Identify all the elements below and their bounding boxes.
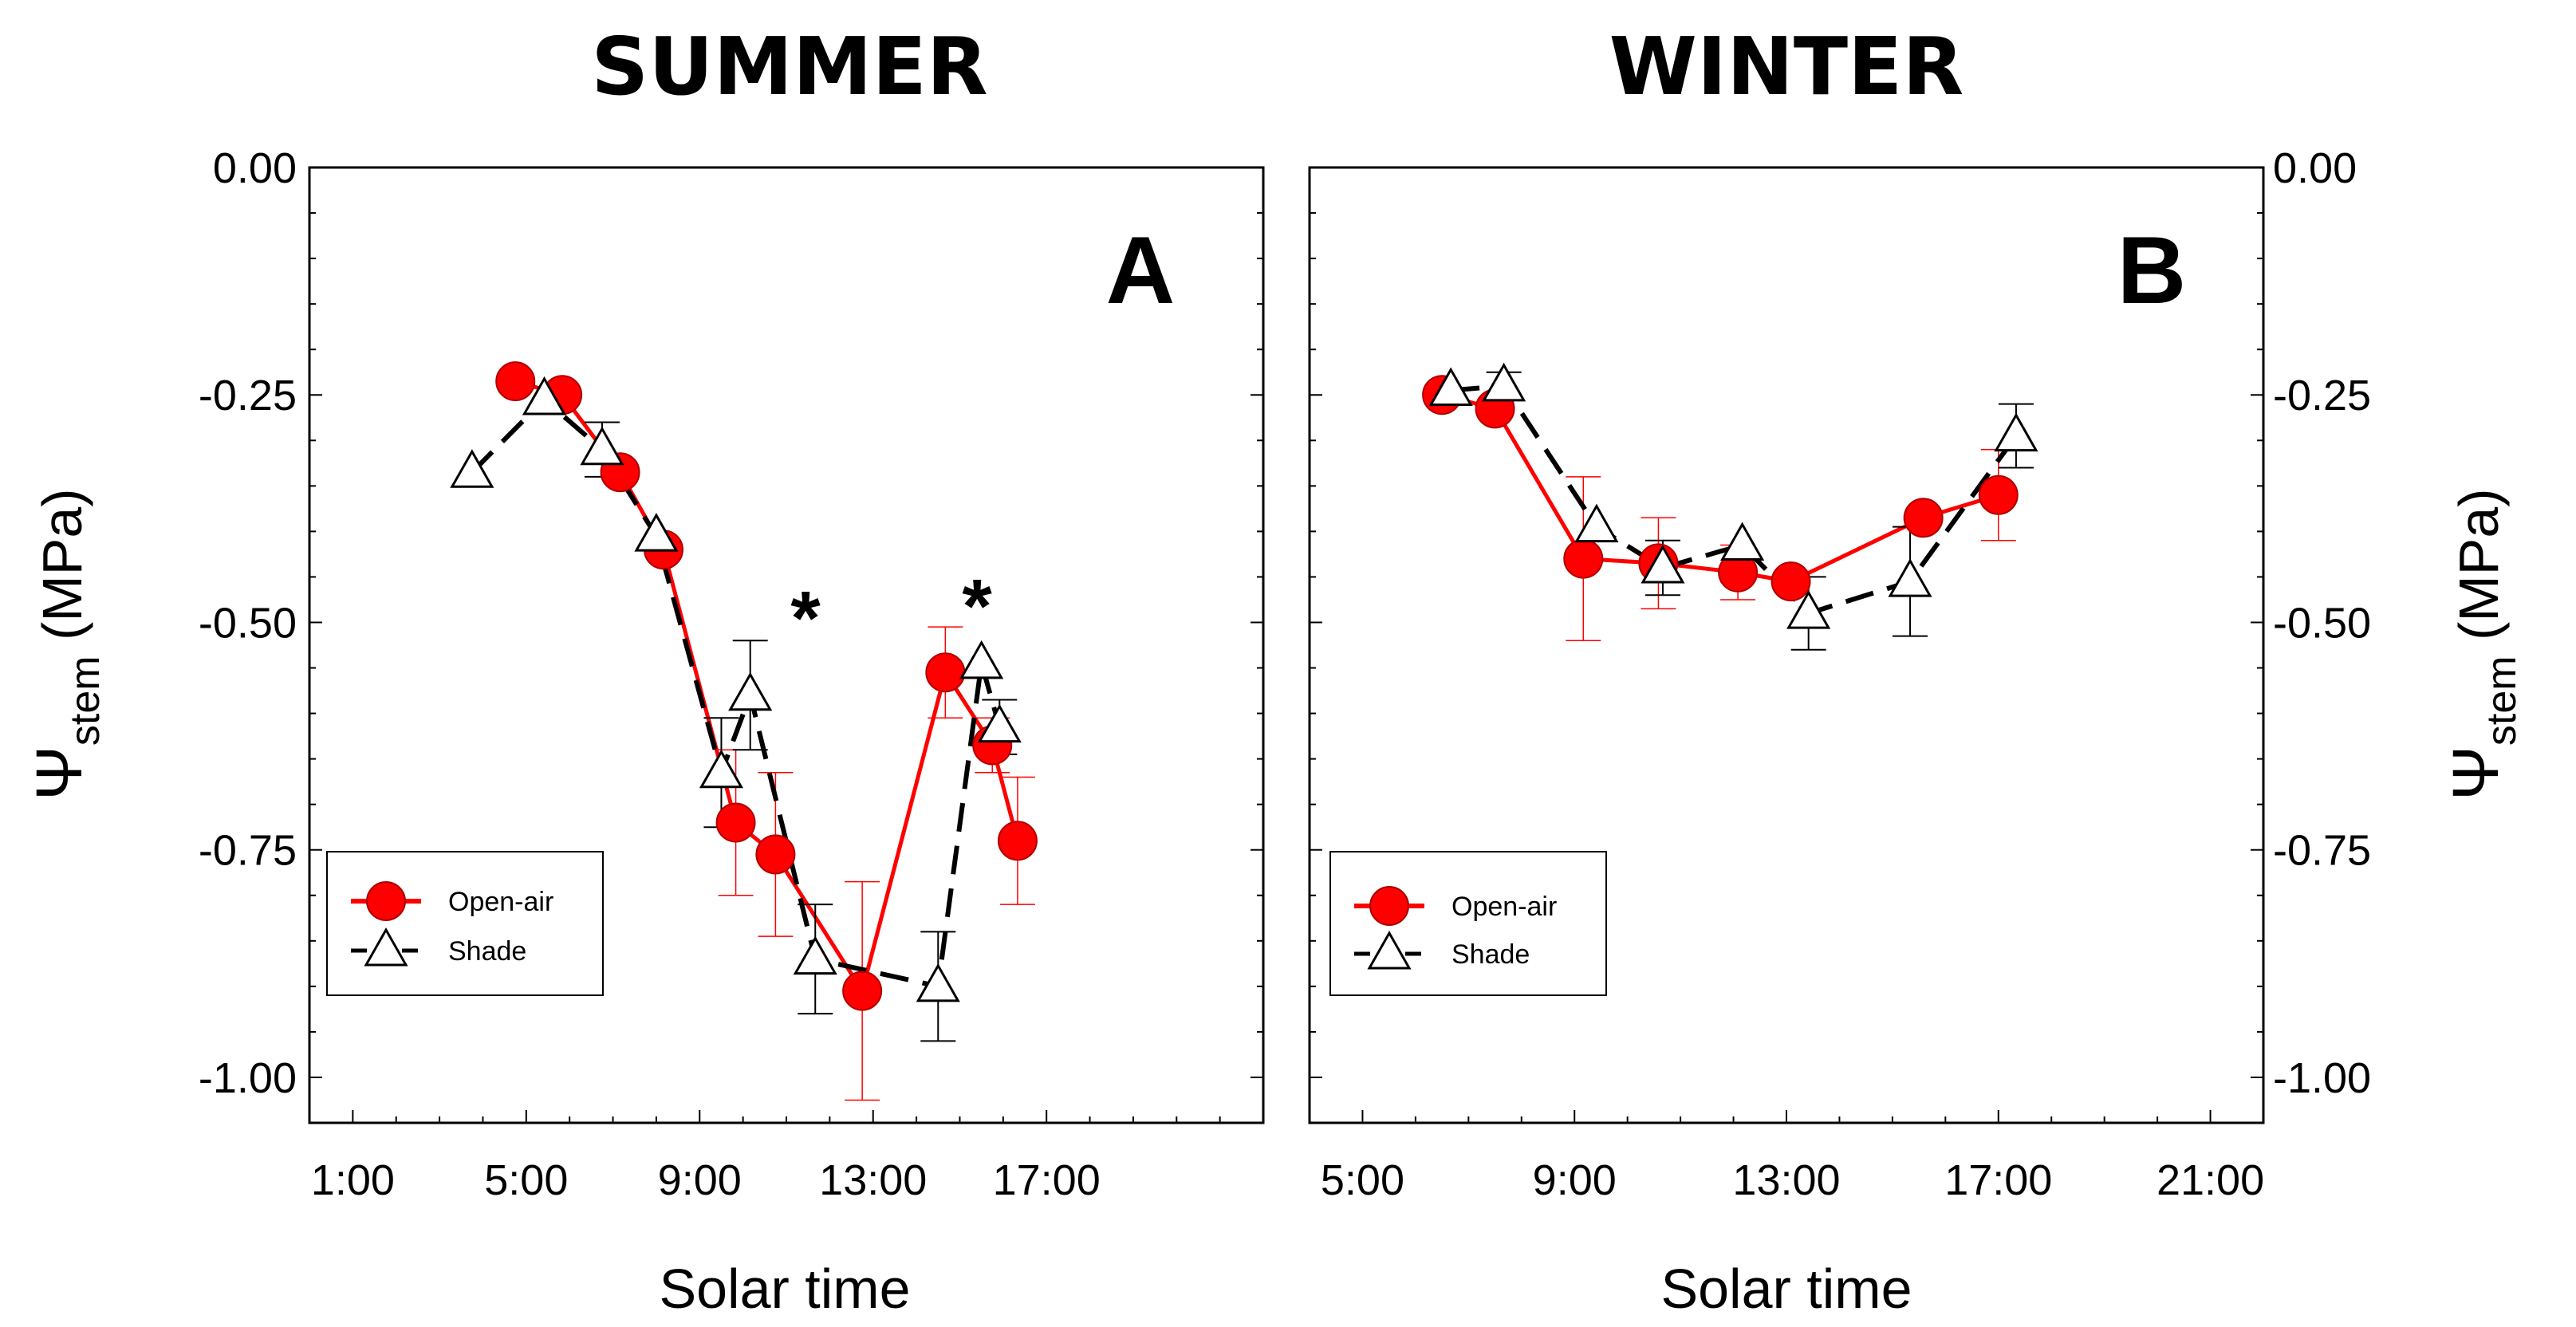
shade-point <box>1786 590 1831 629</box>
x-tick-label: 21:00 <box>2157 1156 2264 1204</box>
legend-box <box>326 851 604 996</box>
shade-point <box>580 426 624 466</box>
significance-star-2: * <box>962 564 992 649</box>
panel-label-a: A <box>1106 217 1176 324</box>
y-tick-label: -0.75 <box>199 827 297 875</box>
winter-x-axis-label: Solar time <box>1660 1258 1912 1320</box>
summer-x-axis-label: Solar time <box>659 1258 910 1320</box>
shade-point <box>959 640 1004 679</box>
shade-point <box>916 963 960 1002</box>
shade-point <box>977 703 1022 743</box>
shade-point <box>1428 367 1473 407</box>
x-tick-label: 17:00 <box>1944 1156 2052 1204</box>
legend-box <box>1329 851 1607 996</box>
x-tick-label: 9:00 <box>658 1156 742 1204</box>
y-tick-label: -0.50 <box>2273 599 2371 647</box>
shade-point <box>699 749 744 789</box>
open-air-point <box>997 821 1038 861</box>
open-air-point <box>755 834 796 875</box>
winter-legend: Open-air Shade <box>1329 851 1607 996</box>
open-air-point <box>842 971 883 1011</box>
shade-point <box>634 513 679 552</box>
open-air-point <box>495 361 536 402</box>
open-air-point <box>1771 561 1811 602</box>
y-tick-label: -0.75 <box>2273 827 2371 875</box>
series-line-shade <box>1450 383 2019 616</box>
summer-panel: SUMMER 1:00 5:00 9:00 13:00 17:00 0.00 -0.25 -0… <box>23 20 1265 1320</box>
shade-point <box>1641 544 1685 584</box>
y-tick-label: -0.25 <box>2273 372 2371 419</box>
shade-point <box>1994 412 2038 452</box>
x-tick-label: 13:00 <box>1732 1156 1840 1204</box>
legend-label-shade: Shade <box>1451 939 1530 970</box>
x-tick-label: 1:00 <box>311 1156 395 1204</box>
shade-point <box>1888 558 1932 597</box>
x-tick-label: 9:00 <box>1533 1156 1617 1204</box>
y-tick-label: 0.00 <box>2273 144 2357 192</box>
legend-label-shade: Shade <box>448 936 526 967</box>
y-tick-label: 0.00 <box>213 144 297 192</box>
y-tick-label: -0.50 <box>199 599 297 647</box>
winter-panel: WINTER 5:00 9:00 13:00 17:00 21:00 0.00 -0.25 -… <box>1308 20 2525 1320</box>
shade-point <box>522 376 567 415</box>
shade-point <box>728 671 773 711</box>
summer-title: SUMMER <box>591 20 988 113</box>
legend-label-open-air: Open-air <box>1451 892 1557 922</box>
panel-label-b: B <box>2117 217 2187 324</box>
x-tick-label: 17:00 <box>993 1156 1101 1204</box>
y-tick-label: -1.00 <box>2273 1054 2371 1102</box>
summer-legend: Open-air Shade <box>326 851 604 996</box>
shade-point <box>1720 522 1765 561</box>
shade-point <box>1482 362 1526 402</box>
open-air-point <box>715 802 756 843</box>
shade-point <box>450 449 494 488</box>
legend-marker-open-air <box>366 881 406 921</box>
open-air-point <box>1903 498 1944 538</box>
y-tick-label: -0.25 <box>199 372 297 419</box>
legend-marker-open-air <box>1369 886 1409 926</box>
x-tick-label: 5:00 <box>1321 1156 1404 1204</box>
left-y-axis-label: Ψstem (MPa) <box>23 488 108 800</box>
winter-title: WINTER <box>1609 20 1964 113</box>
series-line-open-air <box>1441 392 1999 584</box>
shade-point <box>1574 503 1619 543</box>
right-y-axis-label: Ψstem (MPa) <box>2440 488 2525 800</box>
x-tick-label: 5:00 <box>484 1156 568 1204</box>
legend-marker-shade <box>364 927 408 967</box>
open-air-point <box>925 652 966 693</box>
significance-star-1: * <box>790 576 821 661</box>
x-tick-label: 13:00 <box>819 1156 927 1204</box>
open-air-point <box>1563 538 1604 579</box>
series-line-open-air <box>514 379 1020 994</box>
y-tick-label: -1.00 <box>199 1054 297 1102</box>
legend-label-open-air: Open-air <box>448 887 553 917</box>
series-line-shade <box>470 396 1002 989</box>
open-air-point <box>1978 474 2019 515</box>
shade-point <box>793 935 837 975</box>
legend-marker-shade <box>1367 930 1412 970</box>
